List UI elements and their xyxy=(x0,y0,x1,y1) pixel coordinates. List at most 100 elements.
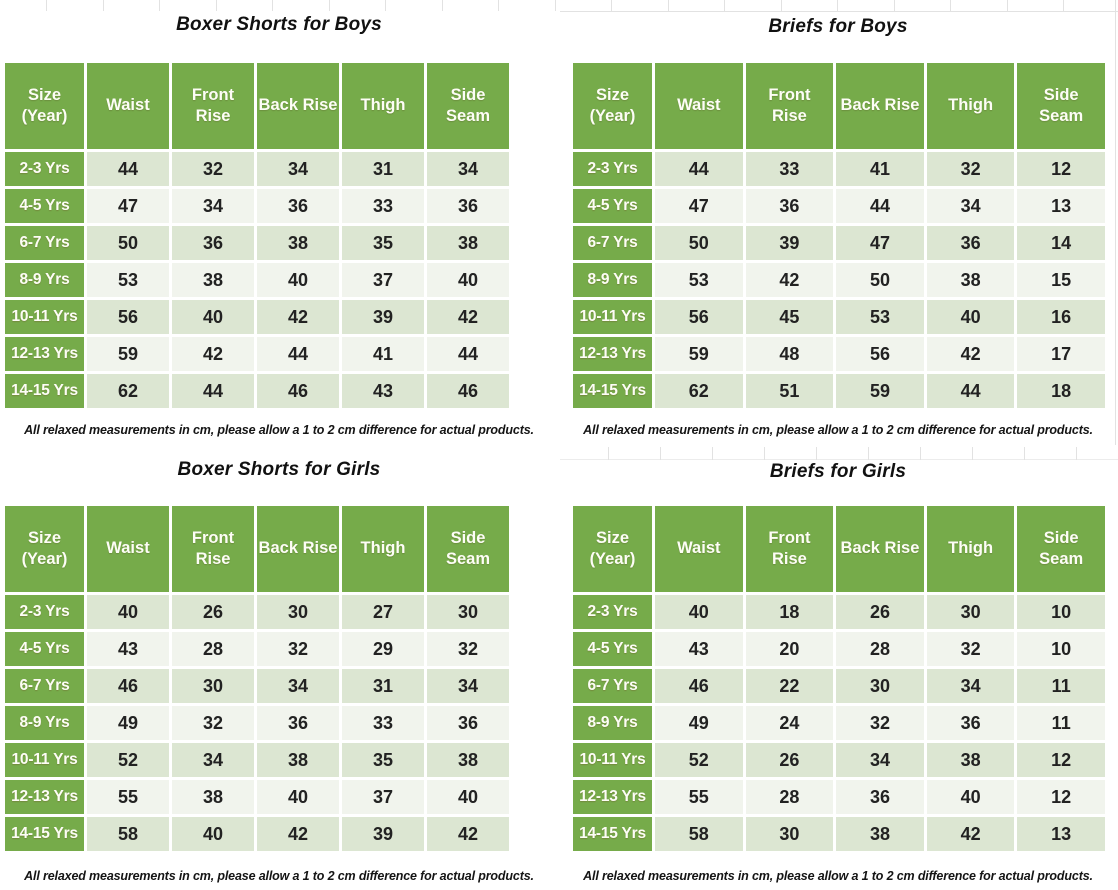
spreadsheet-gridline-tick xyxy=(712,447,713,460)
measurement-value: 44 xyxy=(427,337,509,371)
measurement-value: 45 xyxy=(745,300,834,334)
table-row: 10-11 Yrs 56 40 42 39 42 xyxy=(5,300,509,334)
measurement-value: 51 xyxy=(745,374,834,408)
column-header-side-seam: Side Seam xyxy=(427,63,509,149)
measurement-value: 46 xyxy=(87,669,169,703)
measurement-value: 10 xyxy=(1017,595,1105,629)
measurement-value: 40 xyxy=(655,595,743,629)
row-size-label: 4-5 Yrs xyxy=(573,632,652,666)
row-size-label: 12-13 Yrs xyxy=(573,337,652,371)
measurement-value: 53 xyxy=(655,263,743,297)
measurement-value: 33 xyxy=(745,152,834,186)
header-row: Size (Year) Waist Front Rise Back Rise Thigh… xyxy=(5,506,509,592)
measurement-value: 43 xyxy=(342,374,424,408)
measurement-value: 11 xyxy=(1017,669,1105,703)
column-header-back-rise: Back Rise xyxy=(836,506,924,592)
row-size-label: 4-5 Yrs xyxy=(5,632,84,666)
row-size-label: 8-9 Yrs xyxy=(5,706,84,740)
measurement-value: 30 xyxy=(257,595,339,629)
measurement-value: 50 xyxy=(87,226,169,260)
measurement-value: 11 xyxy=(1017,706,1105,740)
size-chart-boxer-shorts-boys: Boxer Shorts for Boys Size (Year) Waist Fr… xyxy=(0,0,558,445)
measurement-value: 40 xyxy=(427,780,509,814)
spreadsheet-column-line xyxy=(1115,0,1116,445)
spreadsheet-gridline-tick xyxy=(868,447,869,460)
table-row: 2-3 Yrs 40 26 30 27 30 xyxy=(5,595,509,629)
measurement-value: 42 xyxy=(745,263,834,297)
measurement-value: 56 xyxy=(87,300,169,334)
row-size-label: 2-3 Yrs xyxy=(5,152,84,186)
measurement-value: 36 xyxy=(257,189,339,223)
measurement-value: 34 xyxy=(836,743,924,777)
table-row: 14-15 Yrs 62 51 59 44 18 xyxy=(573,374,1105,408)
measurement-value: 32 xyxy=(926,152,1015,186)
measurement-value: 32 xyxy=(427,632,509,666)
spreadsheet-gridline-tick xyxy=(441,0,443,11)
row-size-label: 10-11 Yrs xyxy=(573,300,652,334)
table-row: 14-15 Yrs 58 40 42 39 42 xyxy=(5,817,509,851)
measurement-value: 38 xyxy=(172,263,254,297)
spreadsheet-gridline-tick xyxy=(950,0,951,11)
measurement-value: 62 xyxy=(655,374,743,408)
measurement-value: 12 xyxy=(1017,780,1105,814)
table-row: 8-9 Yrs 49 24 32 36 11 xyxy=(573,706,1105,740)
measurement-value: 13 xyxy=(1017,189,1105,223)
measurement-value: 17 xyxy=(1017,337,1105,371)
table-row: 6-7 Yrs 50 39 47 36 14 xyxy=(573,226,1105,260)
spreadsheet-gridline-tick xyxy=(893,0,895,11)
row-size-label: 10-11 Yrs xyxy=(5,743,84,777)
measurement-value: 58 xyxy=(655,817,743,851)
spreadsheet-gridline-tick xyxy=(667,0,669,11)
row-size-label: 12-13 Yrs xyxy=(5,780,84,814)
measurement-value: 47 xyxy=(836,226,924,260)
measurement-value: 38 xyxy=(257,226,339,260)
table-row: 4-5 Yrs 47 34 36 33 36 xyxy=(5,189,509,223)
measurement-value: 56 xyxy=(836,337,924,371)
measurement-value: 32 xyxy=(172,706,254,740)
spreadsheet-gridline-tick xyxy=(611,0,612,11)
spreadsheet-gridline-tick xyxy=(724,0,725,11)
measurement-value: 43 xyxy=(655,632,743,666)
spreadsheet-gridline-tick xyxy=(215,0,217,11)
measurement-value: 42 xyxy=(257,300,339,334)
measurement-value: 40 xyxy=(87,595,169,629)
column-header-waist: Waist xyxy=(87,506,169,592)
column-header-front-rise: Front Rise xyxy=(745,506,834,592)
measurement-value: 42 xyxy=(427,817,509,851)
measurement-value: 40 xyxy=(926,300,1015,334)
measurement-value: 40 xyxy=(427,263,509,297)
measurement-value: 38 xyxy=(836,817,924,851)
column-header-waist: Waist xyxy=(87,63,169,149)
row-size-label: 12-13 Yrs xyxy=(573,780,652,814)
table-row: 8-9 Yrs 53 42 50 38 15 xyxy=(573,263,1105,297)
measurement-value: 40 xyxy=(172,300,254,334)
spreadsheet-gridline-tick xyxy=(764,447,765,460)
spreadsheet-gridline-tick xyxy=(780,0,782,11)
measurement-value: 44 xyxy=(926,374,1015,408)
measurement-value: 28 xyxy=(836,632,924,666)
measurement-value: 32 xyxy=(836,706,924,740)
measurement-value: 18 xyxy=(745,595,834,629)
measurement-value: 28 xyxy=(172,632,254,666)
spreadsheet-gridline-tick xyxy=(1063,0,1064,11)
spreadsheet-gridline-tick xyxy=(385,0,386,11)
row-size-label: 8-9 Yrs xyxy=(573,706,652,740)
measurement-value: 30 xyxy=(427,595,509,629)
measurement-value: 39 xyxy=(342,817,424,851)
table-row: 8-9 Yrs 49 32 36 33 36 xyxy=(5,706,509,740)
size-chart-briefs-girls: Briefs for Girls Size (Year) Waist Front R… xyxy=(558,445,1118,890)
table-row: 6-7 Yrs 46 22 30 34 11 xyxy=(573,669,1105,703)
measurement-value: 53 xyxy=(836,300,924,334)
measurement-value: 27 xyxy=(342,595,424,629)
row-size-label: 14-15 Yrs xyxy=(573,374,652,408)
row-size-label: 6-7 Yrs xyxy=(5,669,84,703)
measurement-value: 40 xyxy=(172,817,254,851)
measurement-value: 30 xyxy=(926,595,1015,629)
size-year-column-header: Size (Year) xyxy=(5,506,84,592)
row-size-label: 6-7 Yrs xyxy=(573,226,652,260)
column-header-back-rise: Back Rise xyxy=(836,63,924,149)
measurement-value: 59 xyxy=(836,374,924,408)
chart-title: Boxer Shorts for Boys xyxy=(176,14,382,35)
header-row: Size (Year) Waist Front Rise Back Rise Thigh… xyxy=(573,63,1105,149)
measurement-value: 34 xyxy=(172,189,254,223)
